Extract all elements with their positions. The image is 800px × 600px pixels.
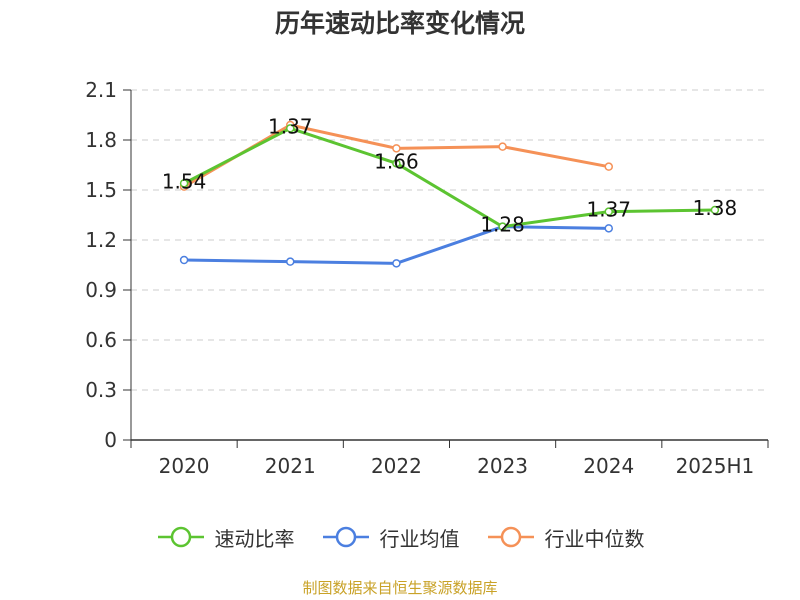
x-tick-label: 2022	[371, 454, 422, 478]
legend-item[interactable]: 行业均值	[321, 523, 460, 552]
y-tick-label: 0	[104, 428, 117, 452]
data-point	[604, 207, 613, 216]
y-tick-label: 0.6	[85, 328, 117, 352]
y-tick-label: 1.2	[85, 228, 117, 252]
legend-item[interactable]: 速动比率	[156, 523, 295, 552]
data-point	[179, 255, 189, 265]
y-tick-label: 0.3	[85, 378, 117, 402]
data-label: 1.38	[693, 196, 738, 220]
y-tick-label: 0.9	[85, 278, 117, 302]
legend-swatch-icon	[157, 526, 204, 548]
legend-item[interactable]: 行业中位数	[486, 523, 645, 552]
series-line-2	[184, 225, 609, 265]
data-point	[604, 224, 613, 233]
data-point	[286, 124, 295, 133]
source-note: 制图数据来自恒生聚源数据库	[302, 579, 498, 597]
x-tick-label: 2023	[477, 454, 528, 478]
x-tick-label: 2025H1	[676, 454, 755, 478]
data-label: 1.37	[268, 114, 313, 138]
data-point	[392, 144, 401, 153]
data-label: 1.54	[162, 169, 207, 193]
x-tick-label: 2020	[159, 454, 210, 478]
x-tick-label: 2021	[265, 454, 316, 478]
legend-swatch-icon	[322, 526, 369, 548]
data-point	[392, 259, 401, 268]
y-tick-label: 1.5	[85, 178, 117, 202]
data-point	[498, 222, 507, 231]
data-point	[604, 162, 613, 171]
data-point	[179, 179, 189, 188]
line-chart: 0 0.3 0.6 0.9 1.2 1.5 1.8 2.1 2020 2021 2022 2023 20…	[85, 78, 769, 478]
legend-label: 行业均值	[379, 526, 460, 551]
data-point	[498, 142, 507, 151]
y-tick-label: 2.1	[85, 78, 117, 102]
chart-title: 历年速动比率变化情况	[274, 9, 525, 38]
data-label: 1.28	[480, 213, 525, 237]
legend-label: 速动比率	[214, 526, 295, 551]
legend: 速动比率 行业均值 行业中位数	[0, 520, 800, 554]
series-line-1	[183, 126, 715, 229]
data-label: 1.37	[586, 198, 631, 222]
data-point	[710, 205, 720, 215]
legend-swatch-icon	[487, 526, 534, 548]
data-point	[392, 159, 401, 168]
y-tick-label: 1.8	[85, 128, 117, 152]
data-label: 1.66	[374, 149, 419, 173]
data-point	[286, 257, 295, 266]
legend-label: 行业中位数	[544, 526, 645, 551]
x-tick-label: 2024	[583, 454, 634, 478]
